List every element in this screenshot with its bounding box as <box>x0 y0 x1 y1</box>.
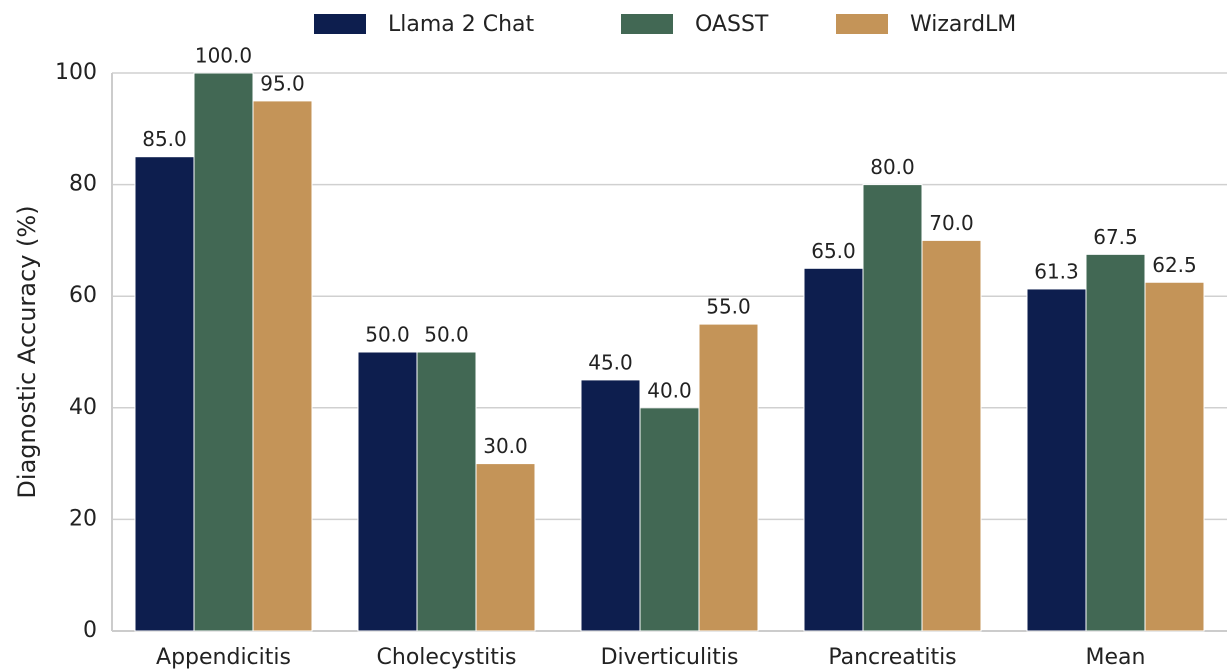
bar <box>1026 288 1087 632</box>
y-tick-label: 40 <box>69 395 97 420</box>
x-tick-label: Appendicitis <box>156 645 291 669</box>
y-tick-label: 80 <box>69 172 97 197</box>
bar <box>1085 253 1146 632</box>
bar <box>252 100 313 632</box>
legend-swatch <box>836 14 888 34</box>
y-tick-label: 100 <box>55 60 97 85</box>
bar <box>639 407 700 632</box>
bar <box>357 351 418 632</box>
value-label: 70.0 <box>929 211 974 235</box>
bar <box>193 72 254 632</box>
value-label: 50.0 <box>424 323 469 347</box>
y-axis-label: Diagnostic Accuracy (%) <box>13 205 41 498</box>
value-label: 50.0 <box>365 323 410 347</box>
x-tick-label: Cholecystitis <box>377 645 517 669</box>
value-label: 40.0 <box>647 378 692 402</box>
bar <box>1144 281 1205 632</box>
y-tick-label: 0 <box>83 618 97 643</box>
legend-label: Llama 2 Chat <box>388 12 535 37</box>
bar <box>698 323 759 632</box>
bar <box>803 267 864 632</box>
value-label: 95.0 <box>260 71 305 95</box>
value-label: 45.0 <box>588 350 633 374</box>
bar <box>862 184 923 632</box>
value-label: 80.0 <box>870 155 915 179</box>
value-label: 67.5 <box>1093 225 1138 249</box>
value-label: 100.0 <box>195 44 252 68</box>
value-label: 30.0 <box>483 434 528 458</box>
bar <box>416 351 477 632</box>
bar <box>134 156 195 632</box>
x-tick-label: Mean <box>1086 645 1146 669</box>
y-tick-label: 60 <box>69 283 97 308</box>
value-label: 55.0 <box>706 295 751 319</box>
y-tick-label: 20 <box>69 506 97 531</box>
x-tick-label: Pancreatitis <box>828 645 956 669</box>
legend-swatch <box>621 14 673 34</box>
value-label: 62.5 <box>1152 253 1197 277</box>
legend-label: WizardLM <box>910 12 1016 37</box>
value-label: 61.3 <box>1034 259 1079 283</box>
bar <box>475 463 536 632</box>
value-label: 85.0 <box>142 127 187 151</box>
bar <box>580 379 641 632</box>
legend-label: OASST <box>695 12 769 37</box>
x-tick-label: Diverticulitis <box>601 645 739 669</box>
bar <box>921 239 982 632</box>
value-label: 65.0 <box>811 239 856 263</box>
legend-swatch <box>314 14 366 34</box>
